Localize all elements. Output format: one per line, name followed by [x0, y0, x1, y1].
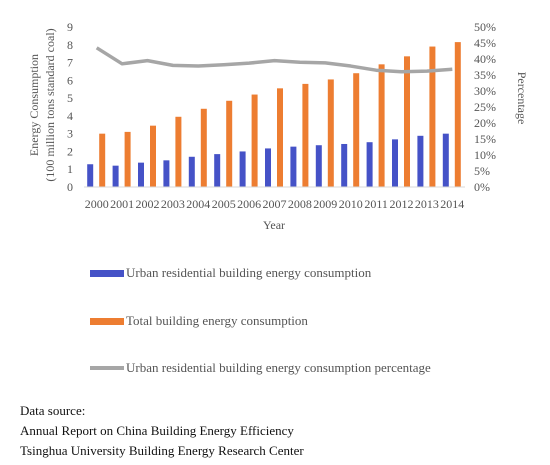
right-tick-label: 30% [474, 84, 496, 98]
x-tick-label: 2003 [161, 197, 185, 211]
line-series [95, 46, 453, 74]
legend-swatch-orange [90, 317, 124, 325]
left-tick-label: 0 [67, 180, 73, 194]
legend-label: Urban residential building energy consum… [126, 265, 372, 280]
bar-total [454, 42, 461, 187]
right-tick-label: 10% [474, 148, 496, 162]
legend-item-urban-residential: Urban residential building energy consum… [90, 265, 371, 281]
legend-label: Urban residential building energy consum… [126, 360, 431, 375]
bar-urban-residential [417, 135, 424, 187]
bar-total [99, 133, 106, 187]
x-tick-label: 2000 [85, 197, 109, 211]
bar-total [200, 108, 207, 187]
bar-urban-residential [366, 142, 373, 187]
bar-total [404, 56, 410, 188]
bar-total [378, 64, 385, 187]
source-line: Tsinghua University Building Energy Rese… [20, 443, 304, 458]
bar-total [277, 88, 283, 187]
left-tick-label: 5 [67, 91, 73, 105]
bar-total [150, 125, 156, 187]
bar-series [87, 42, 461, 188]
x-tick-label: 2010 [339, 197, 363, 211]
bar-urban-residential [341, 143, 348, 187]
left-tick-label: 7 [67, 56, 73, 70]
left-tick-label: 2 [67, 144, 73, 158]
bar-urban-residential [214, 154, 221, 187]
bar-urban-residential [112, 165, 119, 187]
source-line: Annual Report on China Building Energy E… [20, 423, 294, 438]
x-tick-label: 2012 [390, 197, 414, 211]
bar-total [429, 46, 436, 187]
bar-total [226, 100, 233, 187]
percentage-line [95, 46, 453, 74]
x-tick-label: 2014 [440, 197, 464, 211]
legend-swatch-blue [90, 269, 124, 277]
source-heading: Data source: [20, 403, 86, 418]
legend-item-total: Total building energy consumption [90, 313, 308, 329]
x-tick-label: 2004 [186, 197, 210, 211]
bar-total [353, 73, 360, 187]
bar-total [251, 94, 258, 187]
x-tick-label: 2009 [313, 197, 337, 211]
bar-urban-residential [239, 151, 246, 187]
bar-total [327, 79, 334, 187]
chart: 0 1 2 3 4 5 6 7 8 9 0% 5% 10% 15% 20% 25% 30% 35% 40% 45% 5… [27, 20, 529, 232]
left-tick-label: 6 [67, 73, 73, 87]
data-source-note: Data source: Annual Report on China Buil… [20, 401, 304, 461]
left-tick-label: 3 [67, 127, 73, 141]
bar-urban-residential [442, 133, 449, 187]
left-tick-label: 9 [67, 20, 73, 34]
x-tick-label: 2013 [415, 197, 439, 211]
x-tick-label: 2007 [263, 197, 287, 211]
bar-total [302, 83, 309, 187]
x-tick-label: 2006 [237, 197, 261, 211]
bar-urban-residential [392, 139, 398, 187]
bar-urban-residential [188, 156, 195, 187]
left-tick-label: 8 [67, 38, 73, 52]
y-axis-label-line2: (100 million tons standard coal) [43, 28, 57, 181]
legend-label: Total building energy consumption [126, 313, 308, 328]
right-tick-label: 45% [474, 36, 496, 50]
right-tick-label: 40% [474, 52, 496, 66]
bar-urban-residential [163, 160, 170, 187]
bar-urban-residential [315, 145, 322, 187]
bar-total [124, 131, 131, 187]
right-tick-label: 50% [474, 20, 496, 34]
x-tick-label: 2008 [288, 197, 312, 211]
legend-swatch-gray-line [90, 366, 124, 370]
left-tick-label: 4 [67, 109, 73, 123]
x-tick-label: 2005 [212, 197, 236, 211]
left-axis: 0 1 2 3 4 5 6 7 8 9 [67, 20, 73, 194]
bar-urban-residential [138, 162, 144, 187]
right-tick-label: 35% [474, 68, 496, 82]
right-tick-label: 15% [474, 132, 496, 146]
right-tick-label: 20% [474, 116, 496, 130]
left-tick-label: 1 [67, 162, 73, 176]
right-axis: 0% 5% 10% 15% 20% 25% 30% 35% 40% 45% 50% [474, 20, 496, 194]
bar-urban-residential [265, 148, 271, 187]
right-tick-label: 0% [474, 180, 490, 194]
right-tick-label: 25% [474, 100, 496, 114]
x-tick-label: 2002 [136, 197, 160, 211]
x-tick-label: 2001 [110, 197, 134, 211]
bar-total [175, 116, 182, 187]
x-axis-label: Year [263, 218, 285, 232]
x-tick-label: 2011 [364, 197, 388, 211]
bar-urban-residential [87, 164, 94, 187]
x-axis: 2000 2001 2002 2003 2004 2005 2006 2007 2008 2009… [84, 186, 465, 211]
right-tick-label: 5% [474, 164, 490, 178]
legend-item-percentage: Urban residential building energy consum… [90, 360, 431, 376]
bar-urban-residential [290, 146, 297, 187]
right-axis-label: Percentage [515, 72, 529, 125]
y-axis-label: Energy Consumption [27, 54, 41, 156]
